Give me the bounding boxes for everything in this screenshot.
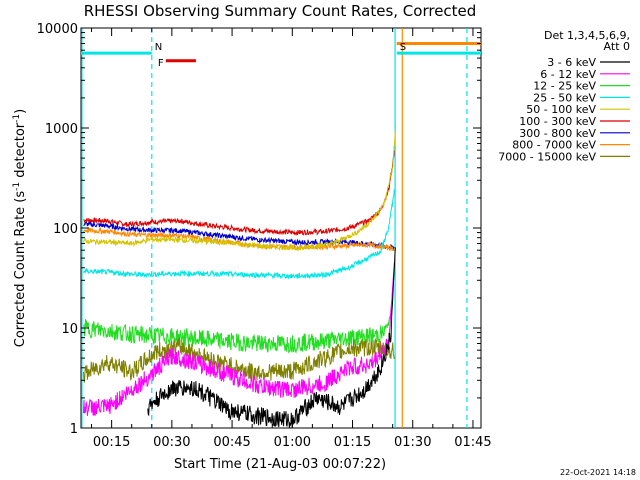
legend-header-line1: Det 1,3,4,5,6,9, <box>544 29 630 42</box>
series-line <box>83 220 395 251</box>
legend-label: 100 - 300 keV <box>519 115 596 128</box>
series-line <box>83 262 395 416</box>
chart-title: RHESSI Observing Summary Count Rates, Co… <box>84 2 477 20</box>
y-tick-label: 1 <box>70 422 78 437</box>
series-line <box>83 269 395 354</box>
series-line <box>83 226 395 252</box>
y-tick-label: 100 <box>53 222 78 237</box>
state-bar-label: N <box>155 42 162 53</box>
series-line <box>147 247 396 429</box>
legend-label: 3 - 6 keV <box>547 56 596 69</box>
data-series <box>83 125 397 429</box>
y-axis-label-mid: detector <box>13 122 28 182</box>
y-axis-label-main: Corrected Count Rate (s <box>13 191 28 348</box>
series-line <box>83 125 397 252</box>
legend-label: 50 - 100 keV <box>526 103 596 116</box>
state-bars: NF S <box>81 41 481 69</box>
legend-label: 800 - 7000 keV <box>512 139 596 152</box>
series-line <box>83 189 395 280</box>
series-line <box>83 337 395 383</box>
legend-header-line2: Att 0 <box>604 40 630 53</box>
series-line <box>83 150 395 237</box>
vertical-markers <box>81 28 468 428</box>
x-tick-label: 01:45 <box>454 435 491 450</box>
x-tick-label: 01:15 <box>334 435 371 450</box>
y-axis-label-sup1: -1 <box>12 182 22 191</box>
legend-label: 6 - 12 keV <box>540 68 596 81</box>
legend-label: 300 - 800 keV <box>519 127 596 140</box>
y-axis-label: Corrected Count Rate (s-1 detector-1) <box>12 109 28 347</box>
y-axis-label-end: ) <box>13 109 28 114</box>
y-axis-ticks: 1 10 100 1000 10000 <box>37 22 481 437</box>
state-bar-label: S <box>400 42 406 53</box>
state-bar-label: F <box>158 58 164 69</box>
y-tick-label: 10 <box>61 322 78 337</box>
y-axis-label-sup2: -1 <box>12 114 22 123</box>
x-tick-label: 00:45 <box>213 435 250 450</box>
legend-label: 25 - 50 keV <box>533 91 596 104</box>
x-axis-label: Start Time (21-Aug-03 00:07:22) <box>174 457 386 472</box>
x-axis-ticks: 00:15 00:30 00:45 01:00 01:15 01:30 01:45 <box>91 28 492 450</box>
x-tick-label: 01:30 <box>394 435 431 450</box>
footer-date: 22-Oct-2021 14:18 <box>560 468 636 477</box>
legend-label: 7000 - 15000 keV <box>498 150 596 163</box>
y-tick-label: 10000 <box>37 22 78 37</box>
x-tick-label: 01:00 <box>274 435 311 450</box>
legend-label: 12 - 25 keV <box>533 80 596 93</box>
y-tick-label: 1000 <box>45 122 78 137</box>
x-tick-label: 00:30 <box>153 435 190 450</box>
x-tick-label: 00:15 <box>93 435 130 450</box>
